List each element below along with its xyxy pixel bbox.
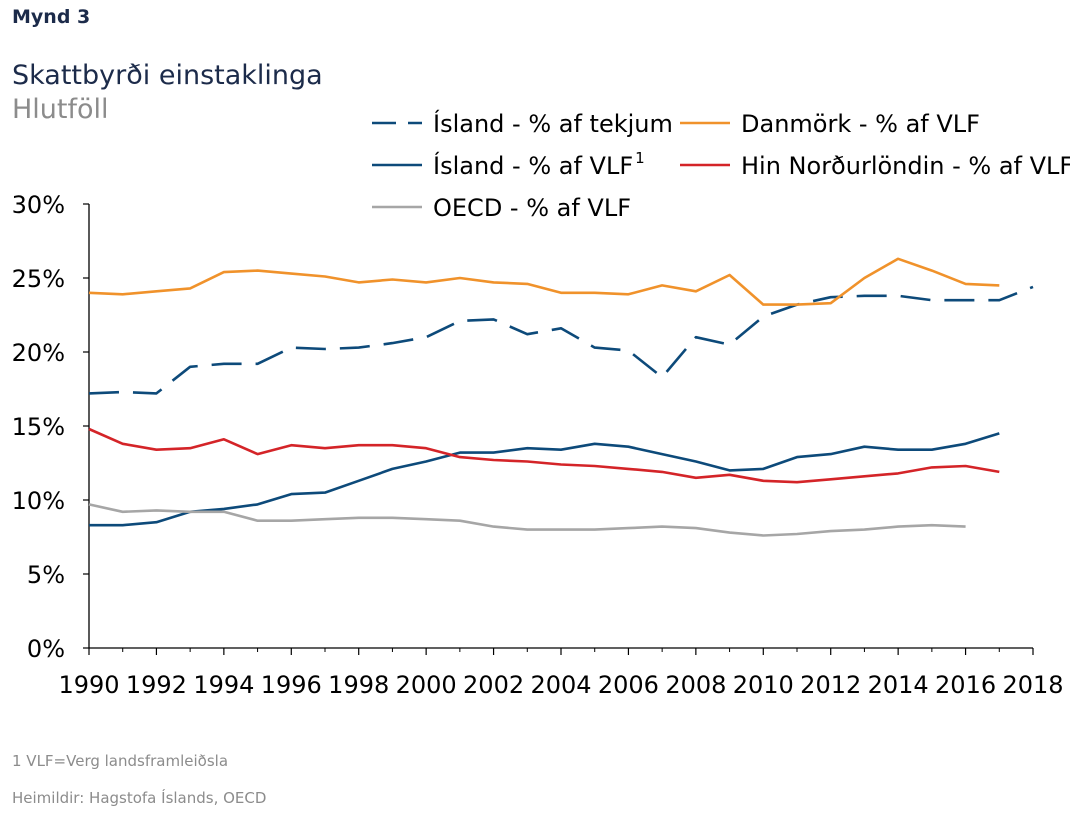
x-tick-label: 2018 — [1002, 671, 1063, 699]
x-tick-label: 2004 — [530, 671, 591, 699]
y-tick-label: 25% — [12, 265, 65, 293]
y-tick-label: 5% — [27, 561, 65, 589]
legend-label: Ísland - % af VLF 1 — [433, 149, 645, 180]
x-tick-label: 1990 — [58, 671, 119, 699]
series-line-5 — [88, 427, 1000, 484]
legend-label: Danmörk - % af VLF — [741, 110, 980, 138]
series-line-3 — [88, 503, 966, 537]
series-line-4 — [88, 257, 1000, 306]
legend-label: Hin Norðurlöndin - % af VLF — [741, 152, 1070, 180]
legend-label: OECD - % af VLF — [433, 194, 631, 222]
y-tick-label: 15% — [12, 413, 65, 441]
x-tick-label: 1992 — [126, 671, 187, 699]
legend-label: Ísland - % af tekjum — [433, 109, 673, 138]
y-tick-label: 20% — [12, 339, 65, 367]
y-tick-label: 10% — [12, 487, 65, 515]
y-tick-label: 30% — [12, 191, 65, 219]
x-tick-label: 1996 — [261, 671, 322, 699]
x-tick-label: 2012 — [800, 671, 861, 699]
series-line-1 — [88, 285, 1034, 395]
x-tick-label: 2014 — [868, 671, 929, 699]
legend-footnote-marker: 1 — [635, 149, 645, 167]
x-tick-label: 2006 — [598, 671, 659, 699]
footnote-abbreviation: 1 VLF=Verg landsframleiðsla — [12, 752, 229, 770]
figure-label: Mynd 3 — [12, 6, 91, 28]
x-tick-label: 1998 — [328, 671, 389, 699]
x-tick-label: 2008 — [665, 671, 726, 699]
chart-subtitle: Hlutföll — [12, 94, 109, 125]
x-tick-label: 2000 — [396, 671, 457, 699]
x-tick-label: 1994 — [193, 671, 254, 699]
series-line-2 — [89, 432, 1000, 527]
x-tick-label: 2002 — [463, 671, 524, 699]
x-tick-label: 2016 — [935, 671, 996, 699]
line-chart: 0%5%10%15%20%25%30%1990 1992 1994 1996 1998 2… — [12, 109, 1070, 699]
x-tick-label: 2010 — [733, 671, 794, 699]
y-tick-label: 0% — [27, 635, 65, 663]
footnote-sources: Heimildir: Hagstofa Íslands, OECD — [12, 789, 267, 807]
chart-title: Skattbyrði einstaklinga — [12, 60, 323, 91]
